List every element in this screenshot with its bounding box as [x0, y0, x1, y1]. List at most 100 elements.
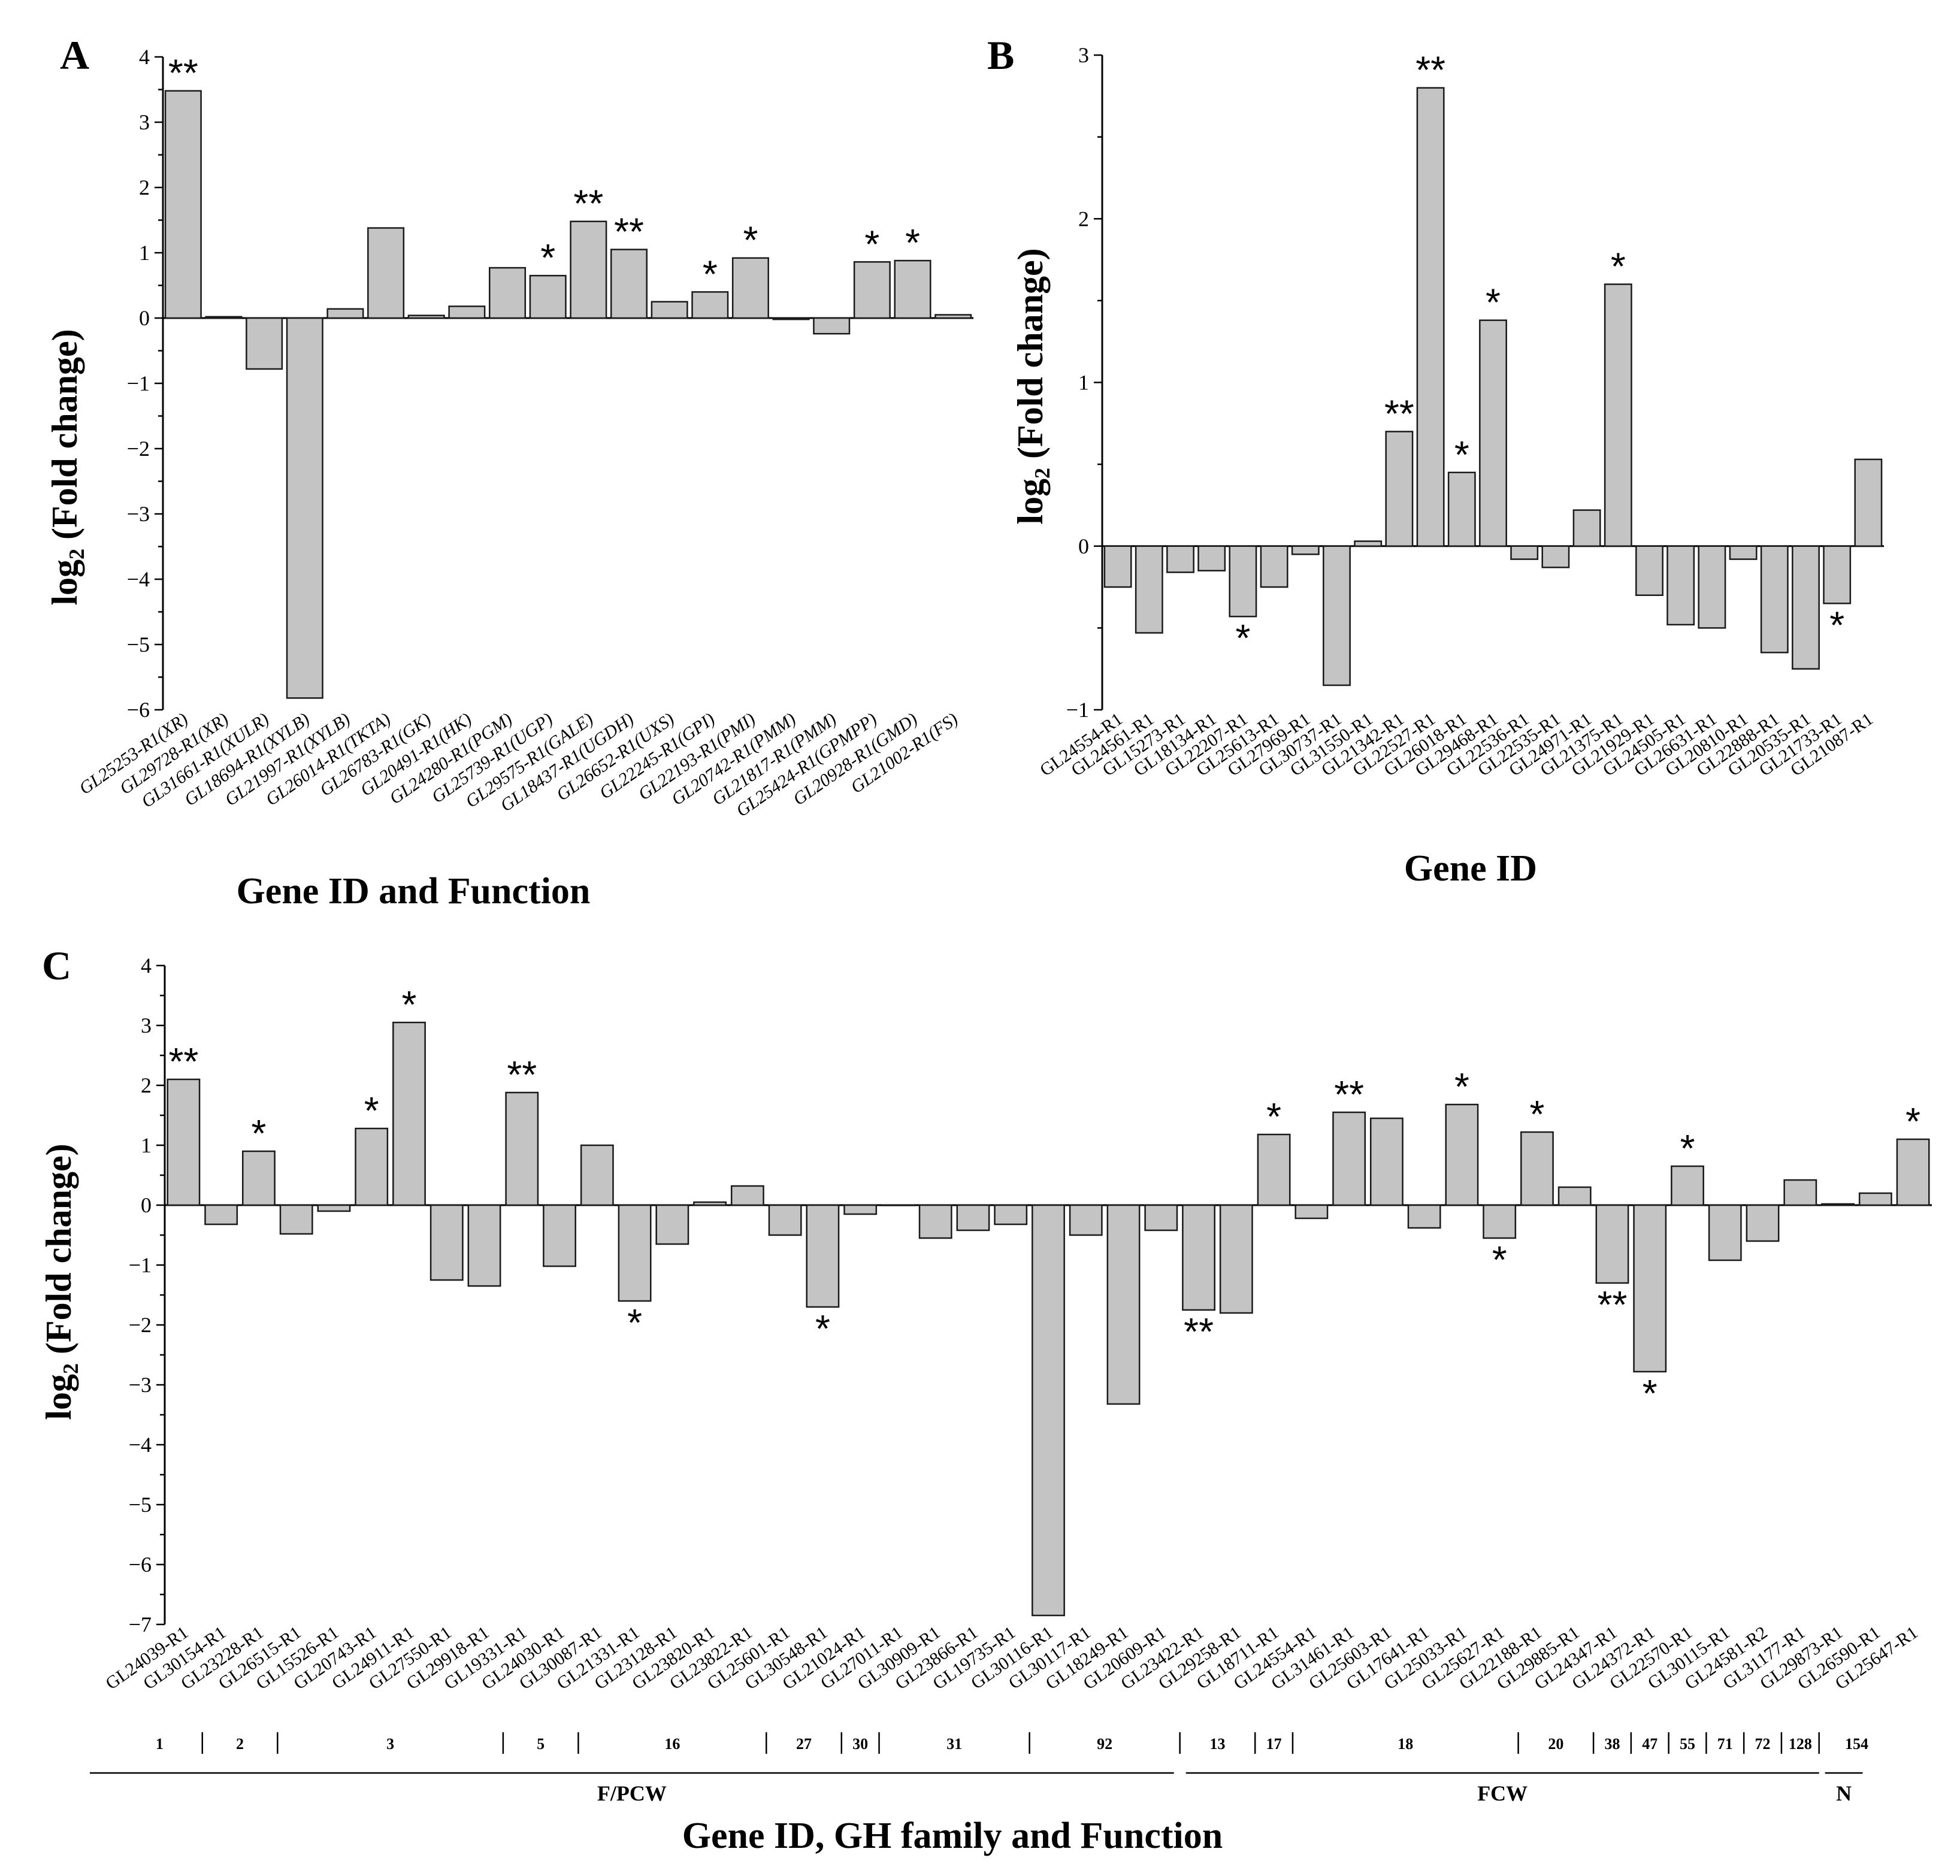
- gh-family-label: 18: [1398, 1735, 1413, 1753]
- panel-a-bar: [367, 227, 405, 319]
- panel-c-significance-marker: **: [1184, 1310, 1214, 1353]
- panel-b-bar: [1854, 458, 1883, 547]
- panel-c-y-tick-label: 4: [141, 954, 152, 978]
- panel-c-bar: [881, 1204, 915, 1206]
- panel-c-y-tick-label: −4: [129, 1433, 152, 1457]
- panel-c-bar: [843, 1204, 878, 1215]
- panel-b-y-tick-label: 3: [1078, 43, 1089, 67]
- panel-a-significance-marker: **: [573, 182, 603, 225]
- panel-b-bar: [1166, 545, 1194, 573]
- panel-a-significance-marker: *: [864, 222, 879, 265]
- panel-a-bar: [934, 314, 972, 319]
- panel-c-bar: [1783, 1179, 1817, 1206]
- panel-c-y-axis-label: log₂ (Fold change): [39, 1143, 78, 1420]
- panel-c-bar: [505, 1091, 539, 1206]
- panel-b-label: B: [987, 32, 1014, 78]
- gh-family-label: 38: [1604, 1735, 1620, 1753]
- panel-a-bar: [448, 305, 486, 319]
- panel-a-label: A: [60, 32, 89, 78]
- panel-b-bar: [1385, 431, 1414, 547]
- panel-c-bar: [1520, 1131, 1554, 1206]
- panel-c-y-tick-label: 3: [141, 1013, 152, 1037]
- panel-b-bar: [1447, 471, 1476, 547]
- panel-a-bar: [529, 274, 567, 319]
- panel-c-label: C: [42, 943, 71, 988]
- panel-b-significance-marker: *: [1235, 616, 1250, 659]
- panel-c-significance-marker: *: [1492, 1238, 1507, 1281]
- panel-a-bar: [570, 220, 607, 319]
- panel-b-bar: [1760, 545, 1789, 653]
- panel-c-chart: C log₂ (Fold change) Gene ID, GH family …: [39, 943, 1932, 1856]
- panel-c-bar: [543, 1204, 576, 1267]
- panel-a-y-tick-label: 1: [139, 241, 150, 265]
- panel-c-significance-marker: *: [364, 1089, 379, 1132]
- panel-c-bar: [1106, 1204, 1141, 1405]
- panel-a-y-tick-label: 4: [139, 45, 150, 69]
- panel-b-bar: [1604, 283, 1632, 547]
- panel-b-bar: [1416, 87, 1445, 547]
- panel-c-y-tick-label: 1: [141, 1133, 152, 1157]
- gh-family-label: 1: [156, 1735, 164, 1753]
- panel-b-bar: [1103, 545, 1132, 588]
- gh-family-label: 2: [236, 1735, 244, 1753]
- panel-b-bar: [1354, 540, 1383, 547]
- gh-family-label: 72: [1755, 1735, 1771, 1753]
- panel-a-bar: [651, 301, 688, 319]
- panel-c-y-tick-label: −5: [129, 1493, 152, 1517]
- panel-a-bar: [853, 261, 891, 319]
- panel-c-bar: [1821, 1203, 1855, 1206]
- panel-a-y-axis-label: log₂ (Fold change): [45, 329, 84, 605]
- panel-c-significance-marker: *: [402, 983, 417, 1026]
- panel-c-x-axis-label: Gene ID, GH family and Function: [682, 1816, 1223, 1856]
- panel-c-bar: [1595, 1204, 1629, 1284]
- gh-family-label: 30: [852, 1735, 868, 1753]
- panel-c-bar: [580, 1144, 614, 1206]
- panel-a-significance-marker: *: [905, 221, 920, 264]
- panel-c-bar: [768, 1204, 802, 1236]
- panel-c-bar: [1069, 1204, 1103, 1236]
- gh-family-label: 5: [537, 1735, 545, 1753]
- panel-c-significance-marker: *: [251, 1112, 266, 1155]
- panel-b-bar: [1323, 545, 1351, 686]
- panel-c-bar: [429, 1204, 464, 1281]
- panel-b-bar: [1479, 319, 1507, 547]
- panel-c-significance-marker: *: [1266, 1095, 1281, 1138]
- panel-b-significance-marker: *: [1611, 245, 1626, 288]
- gh-family-label: 154: [1845, 1735, 1868, 1753]
- panel-c-y-tick-label: −7: [129, 1612, 152, 1636]
- gh-family-label: 3: [386, 1735, 394, 1753]
- gh-family-label: 92: [1097, 1735, 1112, 1753]
- panel-c-bar: [1671, 1165, 1704, 1206]
- panel-c-significance-marker: **: [1334, 1073, 1364, 1116]
- panel-b-y-tick-label: −1: [1066, 698, 1089, 722]
- gh-family-label: 17: [1266, 1735, 1282, 1753]
- gh-family-label: 27: [796, 1735, 812, 1753]
- panel-b-bar: [1792, 545, 1820, 670]
- panel-b-bar: [1729, 545, 1758, 560]
- panel-c-bar: [1369, 1117, 1404, 1206]
- panel-c-significance-marker: **: [507, 1053, 537, 1096]
- panel-b-significance-marker: **: [1384, 392, 1414, 435]
- panel-c-bar: [279, 1204, 313, 1235]
- panel-a-bar: [691, 291, 729, 319]
- panel-a-significance-marker: *: [703, 252, 718, 295]
- panel-c-bar: [1483, 1204, 1517, 1239]
- panel-b-y-tick-label: 0: [1078, 534, 1089, 558]
- panel-c-bar: [241, 1150, 276, 1206]
- panel-c-bar: [1557, 1186, 1592, 1206]
- panel-a-y-tick-label: −1: [127, 371, 150, 395]
- panel-c-y-tick-label: −1: [129, 1253, 152, 1277]
- panel-c-bar: [806, 1204, 840, 1308]
- function-label: F/PCW: [597, 1781, 667, 1805]
- panel-c-y-tick-label: −3: [129, 1373, 152, 1397]
- panel-a-bar: [326, 308, 364, 319]
- panel-c-bar: [167, 1078, 201, 1206]
- panel-c-bar: [1896, 1138, 1930, 1206]
- panel-c-significance-marker: **: [168, 1040, 198, 1083]
- gh-family-label: 13: [1209, 1735, 1225, 1753]
- panel-c-significance-marker: *: [1680, 1127, 1695, 1170]
- panel-c-significance-marker: **: [1598, 1283, 1628, 1326]
- panel-a-y-tick-label: 3: [139, 110, 150, 134]
- panel-a-bar: [164, 90, 202, 319]
- panel-c-bar: [1633, 1204, 1667, 1373]
